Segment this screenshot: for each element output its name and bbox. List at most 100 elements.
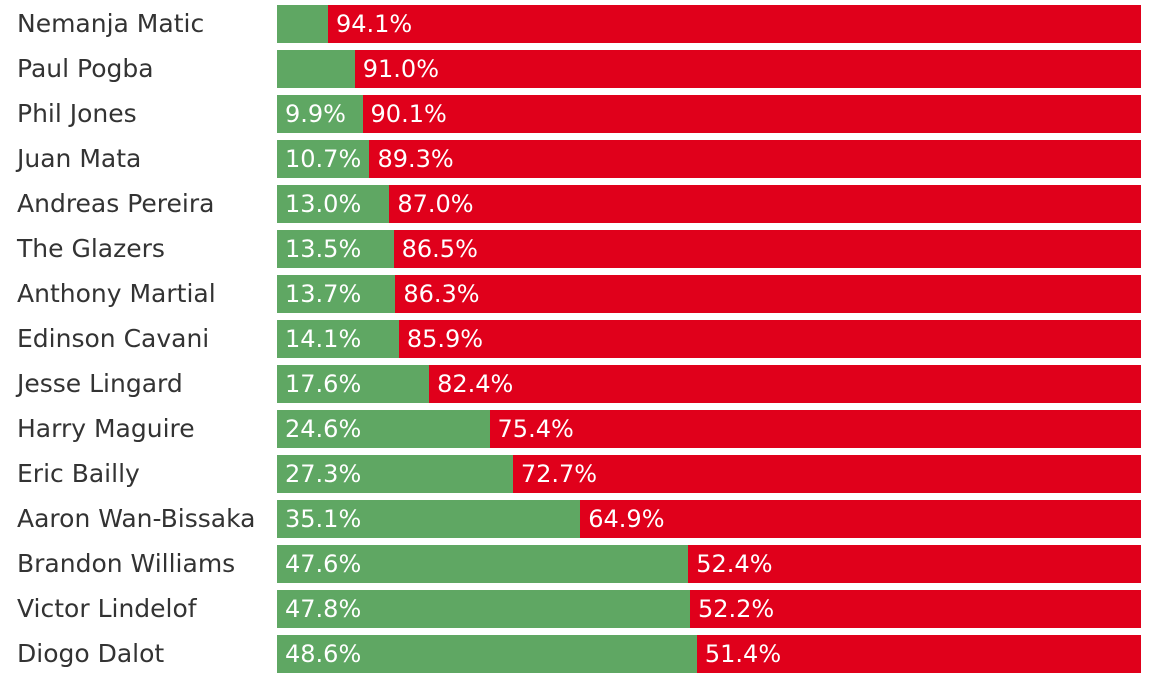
bar-row: Edinson Cavani 14.1% 85.9% — [0, 320, 1155, 358]
red-value-label: 94.1% — [335, 10, 413, 38]
red-segment — [389, 185, 1141, 223]
category-label: Victor Lindelof — [17, 594, 197, 623]
bar-row: Paul Pogba 91.0% — [0, 50, 1155, 88]
category-label: Phil Jones — [17, 99, 137, 128]
green-segment — [277, 140, 370, 178]
category-label: Eric Bailly — [17, 459, 140, 488]
green-segment — [277, 185, 390, 223]
green-value-label: 10.7% — [285, 145, 362, 173]
green-value-label: 35.1% — [285, 505, 362, 533]
red-segment — [362, 95, 1141, 133]
bar-track: 94.1% — [277, 5, 1141, 43]
category-label: Aaron Wan-Bissaka — [17, 504, 256, 533]
green-segment — [277, 455, 513, 493]
category-label: Edinson Cavani — [17, 324, 210, 353]
bar-row: Anthony Martial 13.7% 86.3% — [0, 275, 1155, 313]
green-value-label: 9.9% — [285, 100, 346, 128]
red-segment — [580, 500, 1141, 538]
bar-track: 47.8% 52.2% — [277, 590, 1141, 628]
green-value-label: 47.8% — [285, 595, 362, 623]
red-value-label: 51.4% — [704, 640, 782, 668]
green-segment — [277, 5, 328, 43]
bar-track: 17.6% 82.4% — [277, 365, 1141, 403]
green-segment — [277, 95, 363, 133]
bar-row: Jesse Lingard 17.6% 82.4% — [0, 365, 1155, 403]
red-segment — [688, 545, 1141, 583]
bar-track: 48.6% 51.4% — [277, 635, 1141, 673]
red-value-label: 52.2% — [697, 595, 775, 623]
green-segment — [277, 365, 430, 403]
green-segment — [277, 230, 394, 268]
red-segment — [393, 230, 1141, 268]
red-segment — [512, 455, 1141, 493]
red-value-label: 82.4% — [437, 370, 514, 398]
green-value-label: 13.5% — [285, 235, 362, 263]
red-segment — [696, 635, 1141, 673]
red-value-label: 85.9% — [406, 325, 484, 353]
green-value-label: 27.3% — [285, 460, 362, 488]
red-value-label: 89.3% — [377, 145, 454, 173]
green-segment — [277, 410, 490, 448]
green-segment — [277, 635, 697, 673]
bar-row: Aaron Wan-Bissaka 35.1% 64.9% — [0, 500, 1155, 538]
bar-row: Phil Jones 9.9% 90.1% — [0, 95, 1155, 133]
bar-track: 91.0% — [277, 50, 1141, 88]
bar-track: 24.6% 75.4% — [277, 410, 1141, 448]
category-label: Andreas Pereira — [17, 189, 215, 218]
category-label: Diogo Dalot — [17, 639, 165, 668]
bar-row: Nemanja Matic 94.1% — [0, 5, 1155, 43]
green-value-label: 14.1% — [285, 325, 362, 353]
bar-row: Brandon Williams 47.6% 52.4% — [0, 545, 1155, 583]
bar-row: Eric Bailly 27.3% 72.7% — [0, 455, 1155, 493]
category-label: Jesse Lingard — [17, 369, 183, 398]
red-segment — [327, 5, 1141, 43]
red-segment — [689, 590, 1141, 628]
category-label: Nemanja Matic — [17, 9, 205, 38]
green-segment — [277, 500, 581, 538]
bar-track: 14.1% 85.9% — [277, 320, 1141, 358]
red-value-label: 90.1% — [370, 100, 447, 128]
green-value-label: 47.6% — [285, 550, 362, 578]
bar-row: The Glazers 13.5% 86.5% — [0, 230, 1155, 268]
bar-row: Juan Mata 10.7% 89.3% — [0, 140, 1155, 178]
red-value-label: 91.0% — [362, 55, 439, 83]
bar-track: 10.7% 89.3% — [277, 140, 1141, 178]
red-segment — [395, 275, 1141, 313]
red-value-label: 86.5% — [401, 235, 478, 263]
green-segment — [277, 50, 355, 88]
red-segment — [398, 320, 1141, 358]
bar-track: 13.0% 87.0% — [277, 185, 1141, 223]
red-segment — [429, 365, 1141, 403]
category-label: Harry Maguire — [17, 414, 195, 443]
category-label: Brandon Williams — [17, 549, 236, 578]
category-label: The Glazers — [17, 234, 165, 263]
bar-row: Victor Lindelof 47.8% 52.2% — [0, 590, 1155, 628]
green-segment — [277, 545, 689, 583]
bar-track: 27.3% 72.7% — [277, 455, 1141, 493]
green-segment — [277, 320, 399, 358]
green-value-label: 13.7% — [285, 280, 362, 308]
green-value-label: 24.6% — [285, 415, 362, 443]
green-segment — [277, 275, 396, 313]
red-value-label: 86.3% — [403, 280, 480, 308]
bar-row: Harry Maguire 24.6% 75.4% — [0, 410, 1155, 448]
bar-track: 13.7% 86.3% — [277, 275, 1141, 313]
bar-track: 9.9% 90.1% — [277, 95, 1141, 133]
category-label: Juan Mata — [17, 144, 142, 173]
red-value-label: 72.7% — [520, 460, 598, 488]
red-segment — [354, 50, 1141, 88]
green-value-label: 17.6% — [285, 370, 362, 398]
red-segment — [489, 410, 1141, 448]
category-label: Paul Pogba — [17, 54, 154, 83]
bar-track: 13.5% 86.5% — [277, 230, 1141, 268]
bar-row: Diogo Dalot 48.6% 51.4% — [0, 635, 1155, 673]
bar-row: Andreas Pereira 13.0% 87.0% — [0, 185, 1155, 223]
red-value-label: 52.4% — [696, 550, 773, 578]
red-value-label: 75.4% — [497, 415, 574, 443]
red-value-label: 87.0% — [397, 190, 474, 218]
red-segment — [369, 140, 1141, 178]
red-value-label: 64.9% — [588, 505, 665, 533]
category-label: Anthony Martial — [17, 279, 216, 308]
green-value-label: 13.0% — [285, 190, 362, 218]
